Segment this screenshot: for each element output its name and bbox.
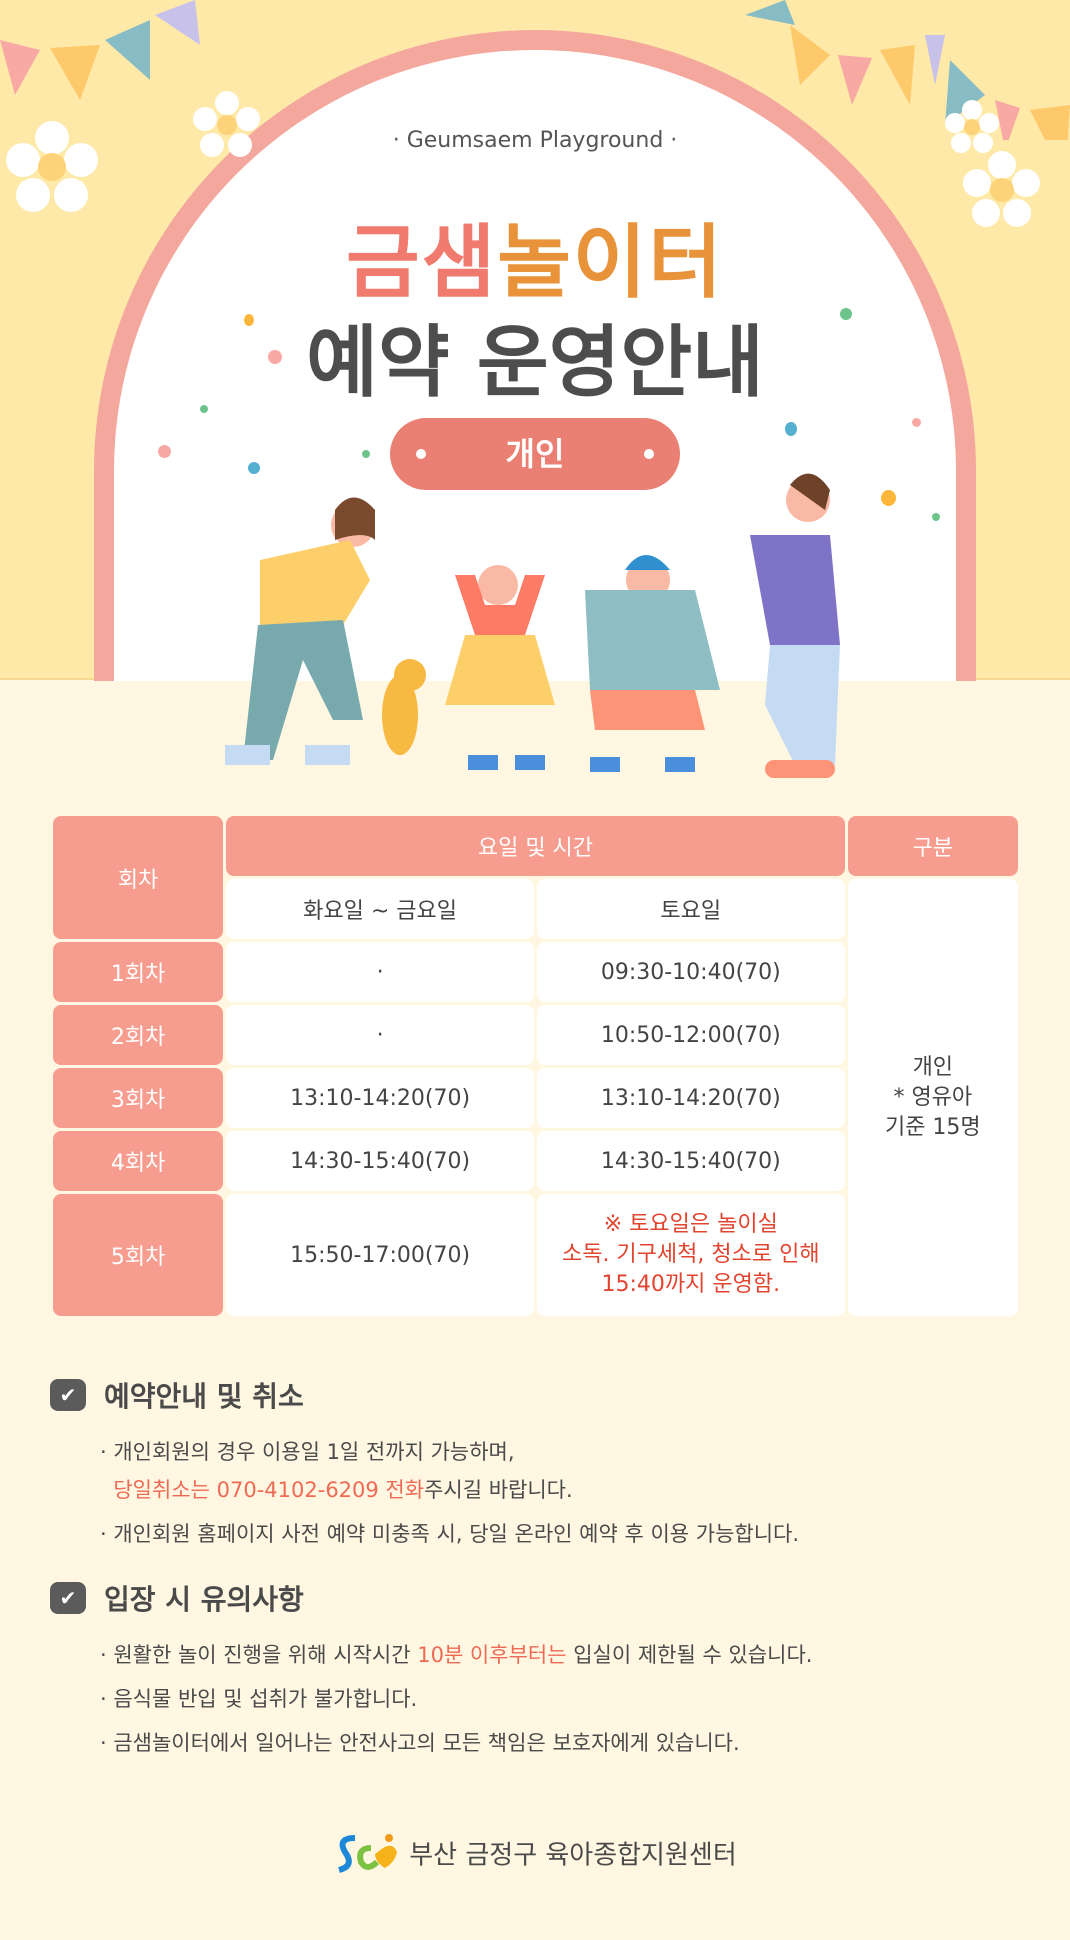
hero-title-line2: 예약 운영안내	[306, 318, 764, 408]
table-row: 2회차 · 10:50-12:00(70)	[53, 1005, 1018, 1065]
bunting-decoration	[0, 0, 1070, 140]
schedule-table: 회차 요일 및 시간 구분 화요일 ~ 금요일 토요일 개인 * 영유아 기준 15…	[50, 813, 1021, 1319]
flower-icon	[193, 91, 260, 157]
flower-icon	[963, 151, 1040, 227]
subheader-weekday: 화요일 ~ 금요일	[226, 879, 534, 939]
list-item: · 원활한 놀이 진행을 위해 시작시간 10분 이후부터는 입실이 제한될 수…	[100, 1643, 813, 1667]
category-badge: 개인	[390, 418, 680, 490]
list-item: · 금샘놀이터에서 일어나는 안전사고의 모든 책임은 보호자에게 있습니다.	[100, 1731, 740, 1755]
list-item: · 개인회원의 경우 이용일 1일 전까지 가능하며, 당일취소는 070-41…	[100, 1440, 573, 1502]
table-row: 5회차 15:50-17:00(70) ※ 토요일은 놀이실 소독. 기구세척, 청…	[53, 1194, 1018, 1316]
hero-title: 금샘놀이터	[345, 216, 724, 309]
table-row: 1회차 · 09:30-10:40(70)	[53, 942, 1018, 1002]
header-time: 요일 및 시간	[226, 816, 845, 876]
header-session: 회차	[53, 816, 224, 939]
table-row: 4회차 14:30-15:40(70) 14:30-15:40(70)	[53, 1131, 1018, 1191]
flower-icon	[6, 121, 98, 212]
list-item: · 음식물 반입 및 섭취가 불가합니다.	[100, 1687, 418, 1711]
header-type: 구분	[847, 816, 1018, 876]
checkbox-icon: ✔	[50, 1379, 86, 1411]
notice-entry: ✔ 입장 시 유의사항 · 원활한 놀이 진행을 위해 시작시간 10분 이후부터…	[50, 1578, 1020, 1768]
center-logo-icon	[338, 1834, 398, 1873]
footer: 부산 금정구 육아종합지원센터	[0, 1832, 1070, 1874]
hero-banner: · Geumsaem Playground · 금샘놀이터 예약 운영안내 개인	[0, 0, 1070, 778]
notice-reservation: ✔ 예약안내 및 취소 · 개인회원의 경우 이용일 1일 전까지 가능하며, 당…	[50, 1375, 1020, 1559]
saturday-note: ※ 토요일은 놀이실 소독. 기구세척, 청소로 인해 15:40까지 운영함.	[536, 1194, 845, 1316]
list-item: · 개인회원 홈페이지 사전 예약 미충족 시, 당일 온라인 예약 후 이용 …	[100, 1522, 800, 1546]
flower-icon	[945, 100, 999, 153]
checkbox-icon: ✔	[50, 1582, 86, 1614]
family-illustration	[225, 473, 840, 778]
hero-subtitle: · Geumsaem Playground ·	[392, 128, 678, 153]
subheader-saturday: 토요일	[536, 879, 845, 939]
type-cell: 개인 * 영유아 기준 15명	[847, 879, 1018, 1316]
table-row: 3회차 13:10-14:20(70) 13:10-14:20(70)	[53, 1068, 1018, 1128]
